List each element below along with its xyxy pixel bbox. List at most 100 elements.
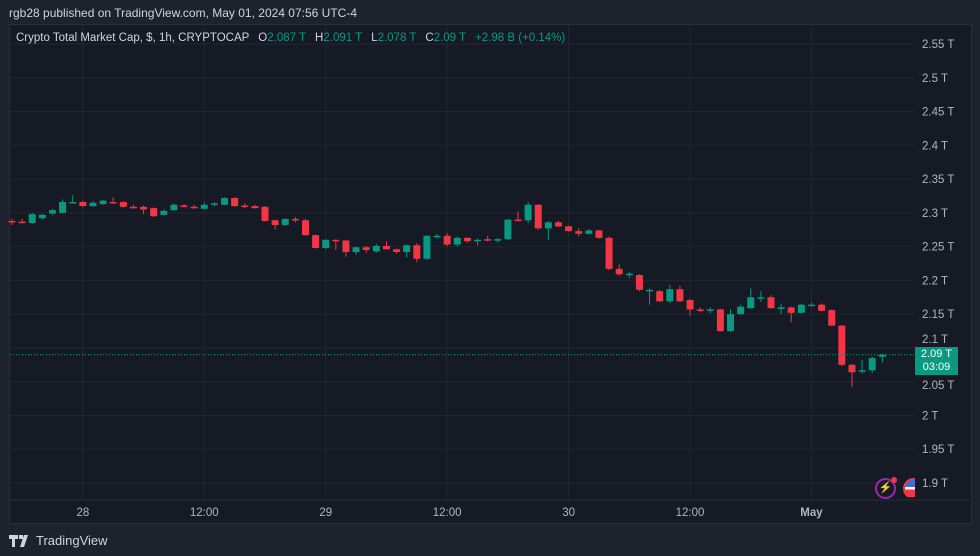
y-tick-label: 1.9 T (922, 478, 948, 490)
grid (10, 25, 970, 501)
candle-body (706, 309, 714, 311)
candle-body (231, 197, 239, 207)
candle (210, 202, 218, 207)
y-tick-label: 2.05 T (922, 380, 954, 392)
x-tick-label: 12:00 (676, 507, 705, 519)
candle (99, 200, 107, 205)
candle-body (575, 231, 583, 234)
candle (565, 225, 573, 232)
candle (858, 360, 866, 374)
candle (433, 233, 441, 239)
candle-body (615, 268, 623, 275)
lightning-icon[interactable]: ⚡ (875, 477, 897, 499)
candle (716, 308, 724, 332)
candle-body (140, 206, 148, 210)
candle-body (423, 235, 431, 259)
candle (807, 302, 815, 307)
candle-body (200, 204, 208, 209)
candle (666, 285, 674, 304)
y-tick-label: 2.1 T (922, 334, 948, 346)
candle-body (565, 226, 573, 232)
candle-body (210, 203, 218, 205)
candle-body (554, 222, 562, 227)
candle-body (737, 306, 745, 315)
candles (8, 195, 886, 388)
y-tick-label: 2.55 T (922, 39, 954, 51)
candle (828, 309, 836, 326)
candle-body (241, 205, 249, 207)
candle-body (48, 210, 56, 214)
candle-body (372, 245, 380, 252)
last-price-value: 2.09 T (921, 348, 952, 360)
candle (160, 209, 168, 216)
y-tick-label: 2.4 T (922, 140, 948, 152)
candle (484, 235, 492, 242)
candle-body (352, 247, 360, 253)
candle (59, 199, 67, 214)
candle-body (261, 206, 269, 221)
candle (403, 244, 411, 258)
change-value: +2.98 B (+0.14%) (475, 32, 566, 44)
candle (129, 204, 137, 209)
low-label: L (371, 32, 378, 44)
y-tick-label: 2 T (922, 410, 938, 422)
candle-body (271, 220, 279, 226)
candle-body (878, 354, 886, 357)
candle-body (696, 309, 704, 311)
candle-body (109, 202, 117, 204)
y-tick-label: 1.95 T (922, 444, 954, 456)
candle-body (818, 304, 826, 311)
candle (251, 204, 259, 209)
candle-body (69, 202, 77, 204)
brand-name: TradingView (36, 533, 108, 548)
candle (69, 195, 77, 204)
candle (28, 212, 36, 225)
candle-body (332, 239, 340, 242)
candle (170, 203, 178, 211)
candle-body (858, 370, 866, 372)
candle-body (433, 235, 441, 238)
candle (372, 243, 380, 253)
candle-body (413, 245, 421, 259)
y-tick-label: 2.25 T (922, 242, 954, 254)
candle (625, 271, 633, 278)
candle (119, 201, 127, 208)
candle-body (676, 289, 684, 302)
close-label: C (425, 32, 434, 44)
candle (878, 354, 886, 363)
candle (554, 220, 562, 228)
candle (595, 229, 603, 239)
candle (787, 306, 795, 323)
candle-body (474, 239, 482, 242)
candle-body (868, 358, 876, 371)
candle (585, 229, 593, 235)
candle (271, 219, 279, 230)
candle-body (18, 221, 26, 224)
bar-countdown: 03:09 (922, 361, 951, 373)
candle-body (180, 205, 188, 207)
candle (524, 202, 532, 223)
candle-body (646, 289, 654, 292)
candle (423, 235, 431, 261)
y-tick-label: 2.35 T (922, 174, 954, 186)
candle-body (838, 325, 846, 365)
tradingview-brand[interactable]: TradingView (9, 533, 108, 548)
candle (89, 201, 97, 207)
candle (48, 208, 56, 215)
candle-body (595, 230, 603, 238)
candle-body (393, 249, 401, 253)
candle (79, 200, 87, 207)
us-flag-icon[interactable] (903, 478, 915, 497)
y-tick-label: 2.45 T (922, 107, 954, 119)
symbol-legend: Crypto Total Market Cap, $, 1h, CRYPTOCA… (16, 32, 565, 44)
candle-body (312, 235, 320, 248)
candle (838, 324, 846, 367)
candle (291, 216, 299, 223)
candle-body (221, 197, 229, 205)
candle (757, 291, 765, 303)
candle (463, 237, 471, 243)
candle (868, 356, 876, 373)
candle-body (281, 218, 289, 226)
candle (635, 274, 643, 292)
